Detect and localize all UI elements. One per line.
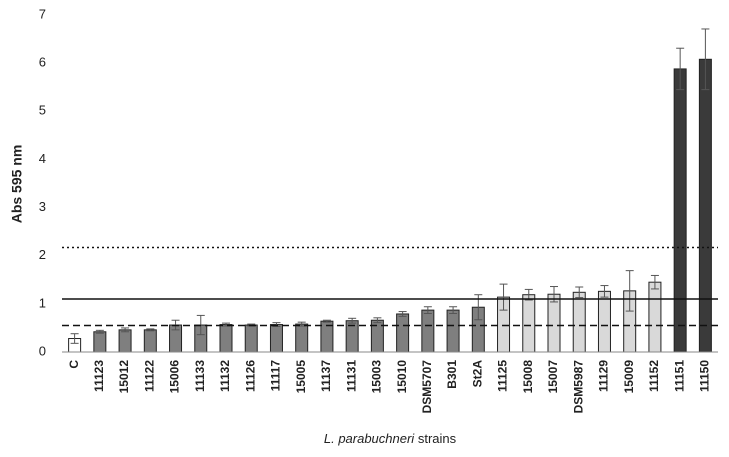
error-bar (701, 28, 710, 91)
x-tick-label: 11126 (243, 360, 257, 392)
error-bar (449, 306, 458, 314)
x-axis-label-species: L. parabuchneri (324, 431, 415, 446)
x-tick-label: 11117 (269, 360, 283, 392)
x-tick-label: 11152 (647, 360, 661, 392)
bar (597, 290, 611, 353)
bar (446, 309, 460, 353)
bar (648, 281, 662, 353)
bar (118, 329, 132, 353)
bar (143, 329, 157, 353)
bar (295, 323, 309, 353)
x-tick-label: C (67, 360, 81, 369)
x-tick-label: 15010 (395, 360, 409, 394)
bar (421, 309, 435, 353)
bar (93, 331, 107, 353)
bar (547, 293, 561, 353)
x-tick-label: 11123 (92, 360, 106, 392)
error-bar (650, 274, 659, 290)
error-bar (600, 285, 609, 298)
error-bar (348, 317, 357, 324)
x-tick-label: 11132 (218, 360, 232, 392)
bar (396, 313, 410, 353)
y-tick-label: 5 (39, 103, 46, 118)
bar (673, 68, 687, 353)
x-tick-label: 11131 (344, 360, 358, 392)
error-bar (524, 288, 533, 301)
bar (698, 58, 712, 353)
x-axis-label: L. parabuchneri strains (324, 431, 457, 446)
x-tick-label: 15008 (521, 360, 535, 394)
bar (219, 324, 233, 353)
x-tick-label: 15003 (370, 360, 384, 394)
y-tick-label: 1 (39, 295, 46, 310)
x-tick-label: 15005 (294, 360, 308, 394)
y-tick-label: 3 (39, 199, 46, 214)
bar (269, 324, 283, 353)
y-tick-label: 2 (39, 247, 46, 262)
x-tick-label: St2A (470, 360, 484, 388)
x-axis-label-rest: strains (418, 431, 457, 446)
bar (244, 324, 258, 353)
x-tick-label: 11122 (142, 360, 156, 392)
error-bar (70, 333, 79, 344)
y-tick-label: 6 (39, 55, 46, 70)
x-tick-label: 11125 (496, 360, 510, 392)
error-bar (423, 306, 432, 314)
x-tick-label: 11137 (319, 360, 333, 392)
x-tick-label: 11151 (672, 360, 686, 392)
x-tick-label: 15007 (546, 360, 560, 394)
y-axis-label: Abs 595 nm (9, 145, 25, 224)
x-tick-label: 11133 (193, 360, 207, 392)
error-bar (95, 329, 104, 334)
y-tick-label: 7 (39, 6, 46, 21)
y-tick-label: 0 (39, 343, 46, 358)
error-bar (575, 286, 584, 299)
error-bar (373, 317, 382, 324)
x-tick-label: DSM5987 (571, 360, 585, 414)
error-bar (322, 319, 331, 323)
error-bar (146, 328, 155, 332)
x-tick-label: B301 (445, 360, 459, 389)
x-tick-label: 15009 (622, 360, 636, 394)
bar (522, 294, 536, 353)
x-tick-label: 15012 (117, 360, 131, 394)
x-tick-label: DSM5707 (420, 360, 434, 414)
x-tick-label: 15006 (168, 360, 182, 394)
error-bar (625, 270, 634, 312)
error-bar (121, 327, 130, 333)
error-bar (398, 311, 407, 317)
bar (572, 291, 586, 353)
x-tick-label: 11150 (698, 360, 712, 392)
x-tick-label: 11129 (597, 360, 611, 392)
error-bar (676, 47, 685, 91)
error-bar (499, 283, 508, 311)
y-tick-label: 4 (39, 151, 46, 166)
